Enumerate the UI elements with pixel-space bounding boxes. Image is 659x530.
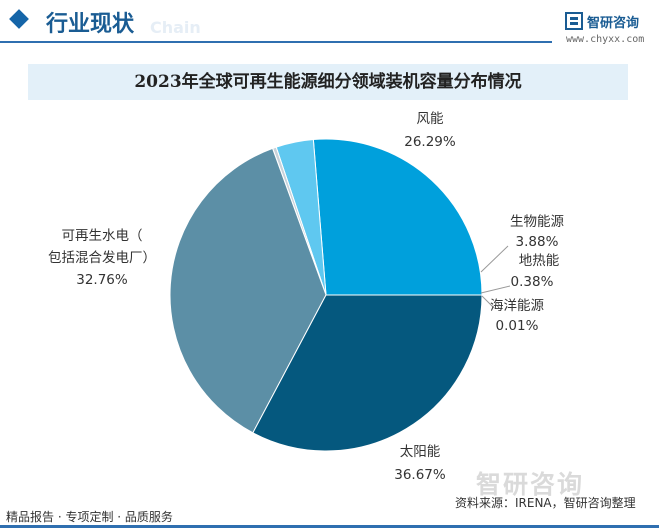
slice-value-label-5: 32.76% bbox=[76, 272, 128, 288]
slice-name-label-5: 可再生水电（ bbox=[62, 228, 143, 244]
leader-line-1 bbox=[480, 245, 509, 273]
chart-title-band bbox=[28, 64, 628, 100]
slice-name-label-1: 生物能源 bbox=[510, 214, 564, 230]
slice-name-label-3: 海洋能源 bbox=[490, 298, 544, 314]
header-ghost-text: Chain bbox=[150, 18, 201, 37]
slice-value-label-2: 0.38% bbox=[511, 274, 554, 290]
slice-value-label-0: 26.29% bbox=[404, 134, 456, 150]
leader-line-2 bbox=[480, 285, 511, 294]
section-title: 行业现状 bbox=[46, 12, 135, 37]
logo-url[interactable]: www.chyxx.com bbox=[566, 34, 645, 45]
logo-icon bbox=[565, 12, 583, 30]
slice-name-label-4: 太阳能 bbox=[400, 444, 441, 460]
watermark: 智研咨询 bbox=[476, 470, 585, 499]
slice-value-label-3: 0.01% bbox=[496, 318, 539, 334]
footer-divider bbox=[0, 525, 659, 528]
slice-name-label-2: 地热能 bbox=[519, 253, 560, 269]
leader-line-3 bbox=[481, 295, 495, 309]
logo-name: 智研咨询 bbox=[587, 16, 640, 31]
pie-slice-5 bbox=[252, 294, 483, 452]
slice-value-label-4: 36.67% bbox=[394, 467, 446, 483]
chart-title: 2023年全球可再生能源细分领域装机容量分布情况 bbox=[134, 72, 522, 92]
pie-slice-0 bbox=[312, 138, 483, 296]
header: Chain 行业现状 智研咨询 www.chyxx.com bbox=[0, 0, 659, 45]
pie-slice-4 bbox=[169, 147, 327, 434]
slice-name-label-0: 风能 bbox=[417, 111, 444, 127]
header-divider bbox=[0, 41, 552, 43]
slice-name-label-5: 包括混合发电厂） bbox=[48, 250, 156, 266]
footer-tagline: 精品报告 · 专项定制 · 品质服务 bbox=[6, 510, 173, 524]
source-note: 资料来源：IRENA，智研咨询整理 bbox=[455, 496, 636, 510]
slice-value-label-1: 3.88% bbox=[516, 234, 559, 250]
